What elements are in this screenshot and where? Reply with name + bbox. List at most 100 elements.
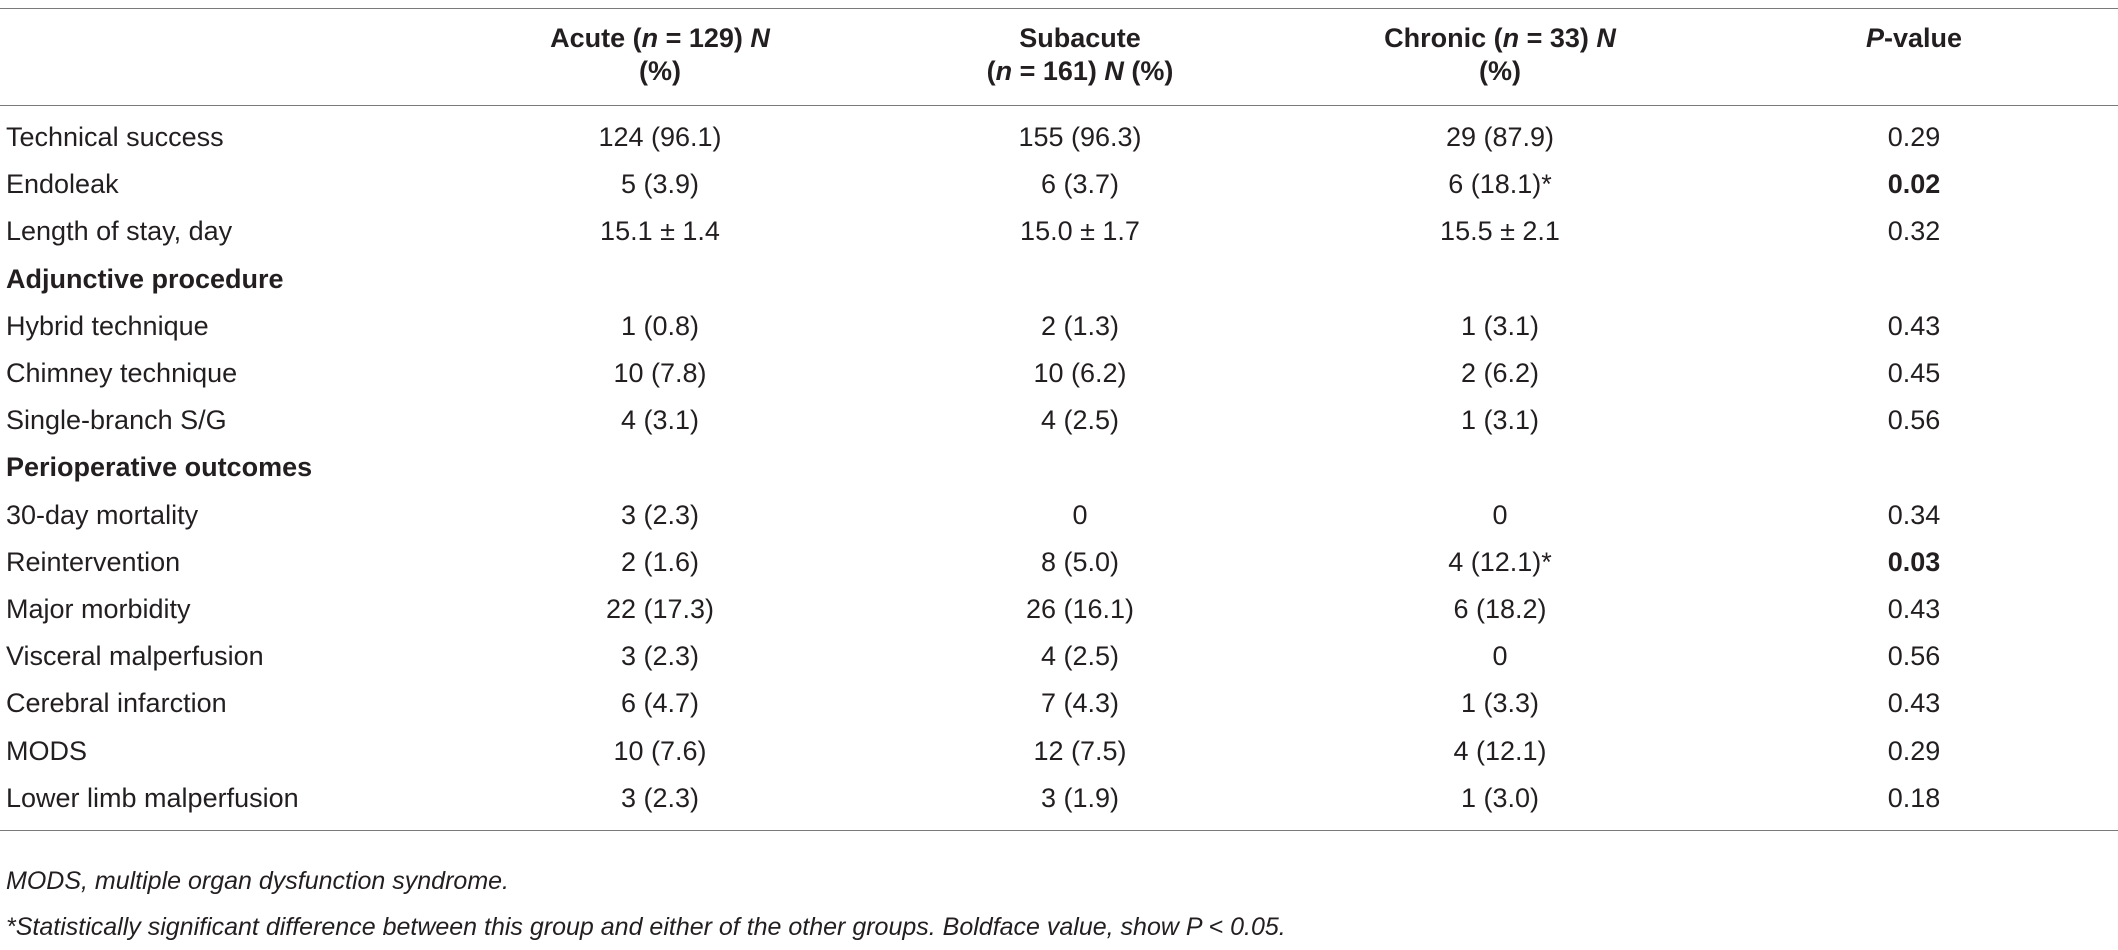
cell-acute: 1 (0.8) xyxy=(620,310,700,341)
empty-cell xyxy=(870,256,1290,303)
header-chronic-n: n xyxy=(1502,23,1520,53)
cell-acute: 3 (2.3) xyxy=(620,499,700,530)
cell-subacute: 7 (4.3) xyxy=(1040,688,1120,719)
cell-pvalue: 0.45 xyxy=(1887,358,1941,389)
table-row: 30-day mortality 3 (2.3) 0 0 0.34 xyxy=(0,492,2118,539)
cell-acute: 6 (4.7) xyxy=(620,688,700,719)
empty-cell xyxy=(870,444,1290,491)
header-label-column xyxy=(0,8,450,106)
row-label: Major morbidity xyxy=(6,593,191,624)
cell-pvalue: 0.29 xyxy=(1887,735,1941,766)
cell-subacute: 4 (2.5) xyxy=(1040,405,1120,436)
header-pvalue: P-value xyxy=(1710,8,2118,106)
cell-chronic: 1 (3.3) xyxy=(1460,688,1540,719)
row-label: Reintervention xyxy=(6,546,181,577)
cell-pvalue-significant: 0.03 xyxy=(1887,546,1941,577)
header-subacute-percent: (%) xyxy=(1123,56,1174,86)
cell-subacute: 12 (7.5) xyxy=(1033,735,1127,766)
table-row: Reintervention 2 (1.6) 8 (5.0) 4 (12.1)*… xyxy=(0,539,2118,586)
header-pvalue-text: -value xyxy=(1883,23,1963,53)
cell-subacute: 4 (2.5) xyxy=(1040,641,1120,672)
header-chronic-N: N xyxy=(1596,23,1616,53)
header-acute-text: Acute ( xyxy=(550,23,642,53)
cell-subacute: 0 xyxy=(1072,499,1088,530)
cell-subacute: 15.0 ± 1.7 xyxy=(1020,216,1140,247)
cell-pvalue-significant: 0.02 xyxy=(1887,169,1941,200)
row-label: 30-day mortality xyxy=(6,499,199,530)
row-label: Chimney technique xyxy=(6,358,238,389)
cell-acute: 3 (2.3) xyxy=(620,641,700,672)
cell-chronic: 2 (6.2) xyxy=(1460,358,1540,389)
cell-chronic: 0 xyxy=(1492,641,1508,672)
row-label: Length of stay, day xyxy=(6,216,233,247)
header-acute: Acute (n = 129) N (%) xyxy=(450,8,870,106)
header-pvalue-P: P xyxy=(1865,23,1884,53)
header-chronic: Chronic (n = 33) N (%) xyxy=(1290,8,1710,106)
row-label: Hybrid technique xyxy=(6,310,209,341)
section-row: Perioperative outcomes xyxy=(0,444,2118,491)
empty-cell xyxy=(450,444,870,491)
cell-pvalue: 0.43 xyxy=(1887,310,1941,341)
cell-chronic: 1 (3.0) xyxy=(1290,774,1710,831)
header-chronic-percent: (%) xyxy=(1479,56,1521,86)
header-subacute-n: n xyxy=(995,56,1013,86)
empty-cell xyxy=(450,256,870,303)
header-acute-n: n xyxy=(641,23,659,53)
header-acute-percent: (%) xyxy=(639,56,681,86)
empty-cell xyxy=(1290,256,1710,303)
header-chronic-text: Chronic ( xyxy=(1384,23,1503,53)
cell-subacute: 8 (5.0) xyxy=(1040,546,1120,577)
cell-acute: 10 (7.6) xyxy=(613,735,707,766)
cell-chronic: 1 (3.1) xyxy=(1460,310,1540,341)
table-row: Hybrid technique 1 (0.8) 2 (1.3) 1 (3.1)… xyxy=(0,303,2118,350)
section-heading: Perioperative outcomes xyxy=(6,452,313,483)
header-subacute-paren: ( xyxy=(986,56,996,86)
table-row: Length of stay, day 15.1 ± 1.4 15.0 ± 1.… xyxy=(0,208,2118,255)
header-subacute-N: N xyxy=(1104,56,1124,86)
cell-acute: 22 (17.3) xyxy=(605,593,715,624)
results-table: Acute (n = 129) N (%) Subacute (n = 161) N… xyxy=(0,8,2118,831)
table-header: Acute (n = 129) N (%) Subacute (n = 161) N… xyxy=(0,8,2118,106)
table-row: Chimney technique 10 (7.8) 10 (6.2) 2 (6… xyxy=(0,350,2118,397)
cell-acute: 4 (3.1) xyxy=(620,405,700,436)
section-row: Adjunctive procedure xyxy=(0,256,2118,303)
header-row: Acute (n = 129) N (%) Subacute (n = 161) N… xyxy=(0,8,2118,106)
header-subacute: Subacute (n = 161) N (%) xyxy=(870,8,1290,106)
cell-acute: 3 (2.3) xyxy=(450,774,870,831)
empty-cell xyxy=(1710,256,2118,303)
cell-acute: 15.1 ± 1.4 xyxy=(600,216,720,247)
cell-acute: 124 (96.1) xyxy=(598,122,722,153)
cell-chronic: 1 (3.1) xyxy=(1460,405,1540,436)
table-row: MODS 10 (7.6) 12 (7.5) 4 (12.1) 0.29 xyxy=(0,727,2118,774)
row-label: Single-branch S/G xyxy=(6,405,227,436)
cell-pvalue: 0.34 xyxy=(1887,499,1941,530)
cell-chronic: 4 (12.1) xyxy=(1453,735,1547,766)
table-row: Cerebral infarction 6 (4.7) 7 (4.3) 1 (3… xyxy=(0,680,2118,727)
cell-chronic: 6 (18.1)* xyxy=(1448,169,1552,200)
cell-pvalue: 0.32 xyxy=(1887,216,1941,247)
cell-subacute: 6 (3.7) xyxy=(1040,169,1120,200)
table-row: Major morbidity 22 (17.3) 26 (16.1) 6 (1… xyxy=(0,586,2118,633)
header-chronic-count: = 33) xyxy=(1519,23,1597,53)
cell-subacute: 3 (1.9) xyxy=(870,774,1290,831)
row-label: Cerebral infarction xyxy=(6,688,227,719)
cell-pvalue: 0.56 xyxy=(1887,641,1941,672)
table-footnotes: MODS, multiple organ dysfunction syndrom… xyxy=(6,858,1286,950)
cell-subacute: 10 (6.2) xyxy=(1033,358,1127,389)
footnote-abbreviation: MODS, multiple organ dysfunction syndrom… xyxy=(6,867,509,895)
table-row: Single-branch S/G 4 (3.1) 4 (2.5) 1 (3.1… xyxy=(0,397,2118,444)
table-row: Endoleak 5 (3.9) 6 (3.7) 6 (18.1)* 0.02 xyxy=(0,161,2118,208)
row-label: MODS xyxy=(6,735,87,766)
cell-chronic: 29 (87.9) xyxy=(1445,122,1555,153)
cell-chronic: 15.5 ± 2.1 xyxy=(1440,216,1560,247)
row-label: Visceral malperfusion xyxy=(6,641,264,672)
cell-acute: 2 (1.6) xyxy=(620,546,700,577)
cell-chronic: 4 (12.1)* xyxy=(1448,546,1552,577)
cell-pvalue: 0.43 xyxy=(1887,593,1941,624)
row-label: Lower limb malperfusion xyxy=(0,774,450,831)
header-acute-count: = 129) xyxy=(658,23,751,53)
footnote-significance: *Statistically significant difference be… xyxy=(6,913,1286,941)
cell-acute: 10 (7.8) xyxy=(613,358,707,389)
cell-pvalue: 0.29 xyxy=(1887,122,1941,153)
table-row: Lower limb malperfusion 3 (2.3) 3 (1.9) … xyxy=(0,774,2118,831)
